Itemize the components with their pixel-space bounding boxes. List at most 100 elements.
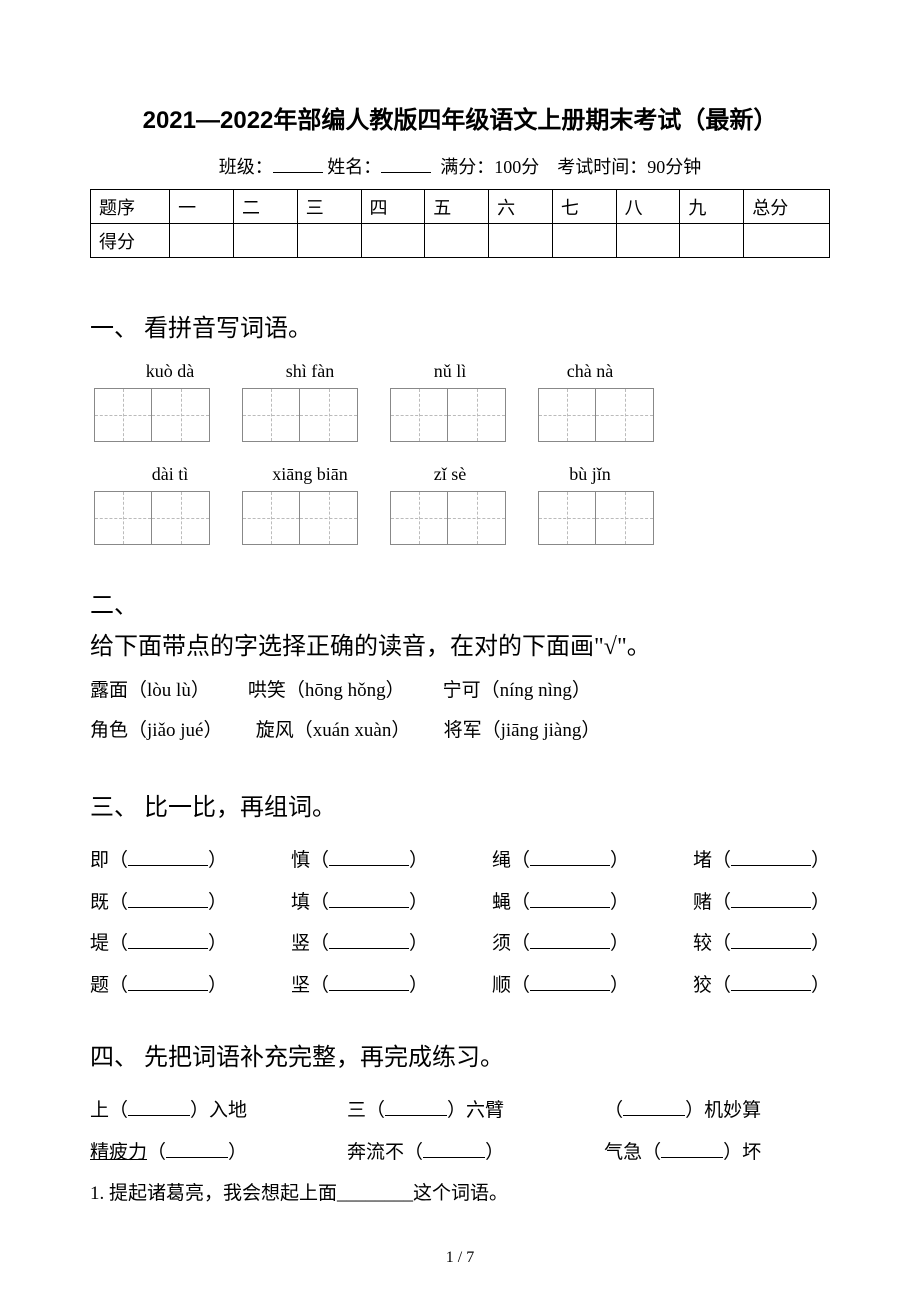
s2-p22: （jiāng jiàng） <box>482 720 601 741</box>
s2-w20: 角色 <box>90 720 128 741</box>
charbox-row-2 <box>90 491 830 545</box>
s4t: 气急（ <box>604 1142 661 1163</box>
score-header-row: 题序 一 二 三 四 五 六 七 八 九 总分 <box>91 190 830 224</box>
s2-line2: 角色（jiǎo jué） 旋风（xuán xuàn） 将军（jiāng jiàn… <box>90 711 830 751</box>
py-1-2: nǔ lì <box>400 361 500 382</box>
charbox-row-1 <box>90 388 830 442</box>
s2-p11: （hōng hǒng） <box>286 680 405 701</box>
s4t: （ <box>604 1100 623 1121</box>
s3c: 绳 <box>492 850 511 871</box>
s3-row-1: 既（） 填（） 蝇（） 赌（） <box>90 882 830 924</box>
py-1-0: kuò dà <box>120 361 220 382</box>
s4t: ）坏 <box>723 1142 761 1163</box>
charbox <box>94 388 210 442</box>
py-1-1: shì fàn <box>260 361 360 382</box>
s3c: 蝇 <box>492 892 511 913</box>
s3c: 堵 <box>693 850 712 871</box>
s3c: 较 <box>693 933 712 954</box>
charbox <box>538 491 654 545</box>
s3c: 顺 <box>492 975 511 996</box>
name-label: 姓名： <box>327 157 381 177</box>
sc-8 <box>616 224 680 258</box>
s4-row1: 上（ ）入地 三（ ）六臂 （ ）机妙算 <box>90 1090 830 1132</box>
s3c: 慎 <box>291 850 310 871</box>
s4t: ） <box>485 1142 504 1163</box>
sc-10 <box>744 224 830 258</box>
sc-4 <box>361 224 425 258</box>
s4-q1: 1. 提起诸葛亮，我会想起上面________这个词语。 <box>90 1174 830 1214</box>
score-value-row: 得分 <box>91 224 830 258</box>
th-2: 二 <box>233 190 297 224</box>
s2-w22: 将军 <box>444 720 482 741</box>
th-3: 三 <box>297 190 361 224</box>
info-line: 班级： 姓名： 满分：100分 考试时间：90分钟 <box>90 153 830 179</box>
class-label: 班级： <box>219 157 273 177</box>
th-6: 六 <box>489 190 553 224</box>
section3-heading: 三、 比一比，再组词。 <box>90 787 830 822</box>
s2-p21: （xuán xuàn） <box>294 720 411 741</box>
s3c: 竖 <box>291 933 310 954</box>
s3c: 即 <box>90 850 109 871</box>
th-1: 一 <box>170 190 234 224</box>
s2-w21: 旋风 <box>256 720 294 741</box>
s4-row2: 精疲力（ ） 奔流不（ ） 气急（ ）坏 <box>90 1132 830 1174</box>
sc-7 <box>552 224 616 258</box>
s3c: 堤 <box>90 933 109 954</box>
exam-time: 考试时间：90分钟 <box>557 157 701 177</box>
s3c: 既 <box>90 892 109 913</box>
exam-title: 2021—2022年部编人教版四年级语文上册期末考试（最新） <box>90 100 830 135</box>
charbox <box>538 388 654 442</box>
page-footer: 1 / 7 <box>90 1249 830 1267</box>
py-2-0: dài tì <box>120 464 220 485</box>
s3c: 坚 <box>291 975 310 996</box>
charbox <box>242 491 358 545</box>
th-0: 题序 <box>91 190 170 224</box>
s3-row-0: 即（） 慎（） 绳（） 堵（） <box>90 840 830 882</box>
s3c: 题 <box>90 975 109 996</box>
s3c: 狡 <box>693 975 712 996</box>
charbox <box>242 388 358 442</box>
s2-p10: （lòu lù） <box>128 680 210 701</box>
section1-heading: 一、 看拼音写词语。 <box>90 308 830 343</box>
pinyin-row-1: kuò dà shì fàn nǔ lì chà nà <box>90 361 830 382</box>
th-5: 五 <box>425 190 489 224</box>
s3-row-3: 题（） 坚（） 顺（） 狡（） <box>90 965 830 1007</box>
s2-w12: 宁可 <box>443 680 481 701</box>
th-8: 八 <box>616 190 680 224</box>
s4t: ）六臂 <box>447 1100 504 1121</box>
sc-6 <box>489 224 553 258</box>
s3-row-2: 堤（） 竖（） 须（） 较（） <box>90 923 830 965</box>
th-4: 四 <box>361 190 425 224</box>
s4t: 奔流不（ <box>347 1142 423 1163</box>
th-10: 总分 <box>744 190 830 224</box>
py-1-3: chà nà <box>540 361 640 382</box>
s4t: ）机妙算 <box>685 1100 761 1121</box>
py-2-2: zǐ sè <box>400 464 500 485</box>
s4t: （ <box>147 1142 166 1163</box>
s4t: 三（ <box>347 1100 385 1121</box>
sc-5 <box>425 224 489 258</box>
s4t: ）入地 <box>190 1100 247 1121</box>
th-9: 九 <box>680 190 744 224</box>
name-blank <box>381 155 431 173</box>
section4-heading: 四、 先把词语补充完整，再完成练习。 <box>90 1037 830 1072</box>
pinyin-row-2: dài tì xiāng biān zǐ sè bù jǐn <box>90 464 830 485</box>
s3c: 赌 <box>693 892 712 913</box>
section2-subtitle: 给下面带点的字选择正确的读音，在对的下面画"√"。 <box>90 626 830 661</box>
th-7: 七 <box>552 190 616 224</box>
section2-heading: 二、 <box>90 585 830 620</box>
class-blank <box>273 155 323 173</box>
s2-p12: （níng nìng） <box>481 680 591 701</box>
s4t: 精疲力 <box>90 1142 147 1163</box>
py-2-3: bù jǐn <box>540 464 640 485</box>
sc-3 <box>297 224 361 258</box>
sc-2 <box>233 224 297 258</box>
s2-w10: 露面 <box>90 680 128 701</box>
s3-rows: 即（） 慎（） 绳（） 堵（） 既（） 填（） 蝇（） 赌（） 堤（） 竖（） … <box>90 840 830 1007</box>
s2-line1: 露面（lòu lù） 哄笑（hōng hǒng） 宁可（níng nìng） <box>90 671 830 711</box>
s4t: 上（ <box>90 1100 128 1121</box>
s3c: 填 <box>291 892 310 913</box>
s4t: ） <box>228 1142 247 1163</box>
sc-1 <box>170 224 234 258</box>
charbox <box>94 491 210 545</box>
